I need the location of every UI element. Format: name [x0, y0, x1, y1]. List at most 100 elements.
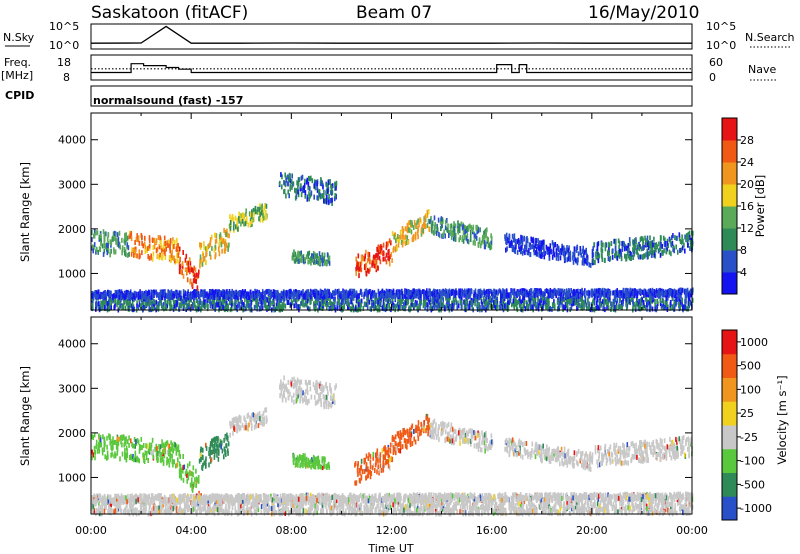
scatter-cell — [437, 300, 440, 306]
scatter-cell — [687, 236, 690, 242]
scatter-cell — [431, 220, 434, 226]
freq-frame — [90, 54, 693, 81]
scatter-cell — [638, 303, 641, 309]
scatter-cell — [543, 254, 546, 260]
scatter-cell — [374, 258, 377, 264]
scatter-cell — [222, 294, 225, 300]
scatter-cell — [128, 302, 130, 308]
scatter-cell — [402, 228, 405, 234]
scatter-cell — [544, 296, 546, 302]
scatter-cell — [653, 236, 655, 242]
scatter-cell — [220, 242, 223, 248]
scatter-cell — [542, 300, 544, 306]
scatter-cell — [609, 255, 612, 261]
scatter-cell — [656, 291, 658, 297]
scatter-cell — [181, 261, 184, 267]
scatter-cell — [525, 289, 527, 295]
scatter-cell — [670, 242, 673, 248]
scatter-cell — [220, 291, 223, 297]
scatter-cell — [434, 222, 436, 227]
scatter-cell — [679, 287, 681, 293]
scatter-cell — [641, 297, 643, 303]
scatter-cell — [250, 293, 252, 299]
scatter-cell — [490, 288, 492, 294]
scatter-cell — [320, 292, 323, 298]
scatter-cell — [261, 289, 264, 295]
scatter-cell — [364, 301, 366, 307]
scatter-cell — [365, 288, 368, 294]
scatter-cell — [465, 302, 467, 308]
scatter-cell — [577, 292, 580, 298]
nsky-ytick-bottom: 10^0 — [49, 39, 79, 52]
scatter-cell — [686, 306, 689, 312]
scatter-cell — [405, 288, 408, 294]
nsearch-label: N.Search — [745, 31, 795, 44]
scatter-cell — [570, 305, 573, 311]
scatter-cell — [310, 256, 312, 262]
scatter-cell — [690, 240, 692, 246]
scatter-cell — [124, 233, 126, 239]
scatter-cell — [262, 212, 264, 218]
scatter-cell — [397, 291, 400, 297]
scatter-cell — [246, 294, 248, 300]
scatter-cell — [188, 257, 191, 263]
scatter-cell — [380, 245, 383, 251]
scatter-cell — [365, 249, 367, 255]
scatter-cell — [219, 290, 222, 296]
scatter-cell — [684, 248, 686, 254]
scatter-cell — [613, 301, 615, 307]
scatter-cell — [287, 189, 289, 195]
scatter-cell — [225, 231, 227, 237]
scatter-cell — [565, 300, 568, 306]
scatter-cell — [591, 292, 594, 298]
scatter-cell — [316, 185, 318, 190]
scatter-cell — [555, 293, 557, 299]
scatter-cell — [197, 272, 200, 278]
scatter-cell — [544, 250, 546, 256]
scatter-cell — [567, 247, 570, 253]
scatter-cell — [405, 234, 407, 240]
scatter-cell — [99, 294, 101, 300]
scatter-cell — [171, 294, 174, 300]
scatter-cell — [539, 300, 541, 306]
scatter-cell — [655, 290, 657, 296]
scatter-cell — [367, 300, 369, 306]
scatter-cell — [180, 303, 182, 309]
scatter-cell — [611, 254, 614, 260]
scatter-cell — [439, 302, 442, 308]
scatter-cell — [591, 253, 594, 259]
scatter-cell — [477, 242, 480, 248]
scatter-cell — [318, 255, 321, 261]
scatter-cell — [200, 242, 203, 248]
scatter-cell — [387, 292, 390, 298]
scatter-cell — [440, 226, 442, 231]
scatter-cell — [127, 252, 129, 258]
scatter-cell — [592, 298, 595, 304]
scatter-cell — [139, 253, 141, 259]
scatter-cell — [596, 288, 598, 294]
scatter-cell — [424, 220, 426, 226]
scatter-cell — [625, 254, 628, 260]
scatter-cell — [91, 302, 94, 308]
scatter-cell — [182, 273, 185, 279]
scatter-cell — [185, 304, 188, 310]
scatter-cell — [206, 297, 208, 303]
scatter-cell — [579, 246, 582, 251]
scatter-cell — [355, 267, 357, 272]
scatter-cell — [559, 296, 562, 301]
scatter-cell — [98, 301, 100, 307]
scatter-cell — [251, 296, 253, 302]
scatter-cell — [630, 297, 633, 303]
scatter-cell — [116, 232, 119, 238]
scatter-cell — [462, 229, 465, 235]
scatter-cell — [145, 299, 147, 304]
scatter-cell — [309, 193, 311, 199]
scatter-cell — [475, 293, 478, 299]
scatter-cell — [627, 253, 630, 259]
scatter-cell — [664, 305, 667, 311]
scatter-cell — [293, 258, 296, 264]
scatter-cell — [196, 306, 198, 312]
scatter-cell — [429, 299, 431, 305]
scatter-cell — [588, 262, 590, 268]
scatter-cell — [585, 247, 587, 253]
